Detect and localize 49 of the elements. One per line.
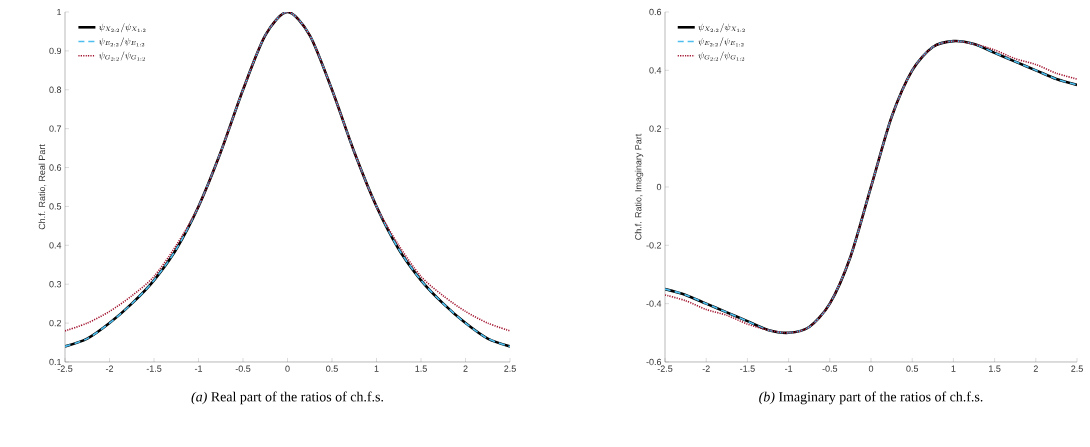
legend-label: $\psi_{X_{2:2}}/\psi_{X_{1:2}}$ [698, 23, 745, 33]
x-tick-label: -2.5 [657, 365, 673, 372]
legend-label: $\psi_{E_{2:2}}/\psi_{E_{1:2}}$ [98, 37, 145, 47]
x-tick-label: -0.5 [235, 365, 251, 372]
y-tick-label: -0.2 [646, 242, 662, 249]
x-tick-label: -2 [105, 365, 114, 372]
y-tick-label: 0.2 [649, 125, 662, 132]
x-tick-label: 0 [868, 365, 874, 372]
y-tick-label: 0.5 [49, 203, 62, 210]
y-tick-label: 0 [656, 183, 662, 191]
x-tick-label: 0.5 [326, 365, 338, 372]
y-tick-label: 0.9 [49, 47, 62, 55]
x-tick-label: 2 [463, 365, 468, 372]
x-tick-label: 2 [1033, 365, 1038, 372]
x-tick-label: -2 [702, 365, 710, 372]
legend-label: $\psi_{E_{2:2}}/\psi_{E_{1:2}}$ [698, 37, 744, 47]
y-tick-label: 0.3 [49, 281, 62, 288]
y-tick-label: 0.7 [49, 125, 62, 132]
x-tick-label: -1.5 [146, 365, 162, 372]
y-tick-label: 0.4 [49, 242, 62, 249]
x-tick-label: 0 [285, 365, 290, 372]
x-tick-label: 1.5 [415, 365, 427, 372]
x-tick-label: 1.5 [989, 365, 1001, 372]
x-tick-label: 1 [374, 365, 379, 372]
y-tick-label: 0.1 [49, 358, 62, 366]
x-tick-label: -1 [194, 365, 203, 372]
y-axis-title: Ch.f. Ratio, Imaginary Part [634, 133, 644, 240]
y-tick-label: 0.6 [49, 164, 62, 171]
x-tick-label: -2.5 [57, 365, 73, 372]
text: (a) Real part of the ratios of ch.f.s. [191, 391, 384, 405]
text: (b) Imaginary part of the ratios of ch.f.s. [759, 391, 983, 405]
x-tick-label: 1 [951, 365, 956, 372]
x-tick-label: 0.5 [906, 365, 919, 372]
legend-label: $\psi_{G_{2:2}}/\psi_{G_{1:2}}$ [98, 51, 145, 61]
legend-label: $\psi_{X_{2:2}}/\psi_{X_{1:2}}$ [98, 23, 146, 33]
x-tick-label: -1 [785, 365, 793, 372]
x-tick-label: -1.5 [740, 365, 755, 372]
y-tick-label: 0.6 [649, 8, 662, 16]
y-axis-title: Ch.f. Ratio, Real Part [38, 144, 47, 230]
y-tick-label: 1 [57, 8, 62, 16]
x-tick-label: 2.5 [1071, 365, 1083, 372]
y-tick-label: 0.8 [49, 86, 62, 93]
x-tick-label: -0.5 [822, 365, 838, 372]
y-tick-label: -0.4 [646, 300, 662, 307]
y-tick-label: -0.6 [646, 358, 662, 366]
x-tick-label: 2.5 [504, 365, 516, 372]
legend-label: $\psi_{G_{2:2}}/\psi_{G_{1:2}}$ [698, 51, 745, 61]
y-tick-label: 0.2 [49, 319, 62, 327]
y-tick-label: 0.4 [649, 67, 662, 74]
